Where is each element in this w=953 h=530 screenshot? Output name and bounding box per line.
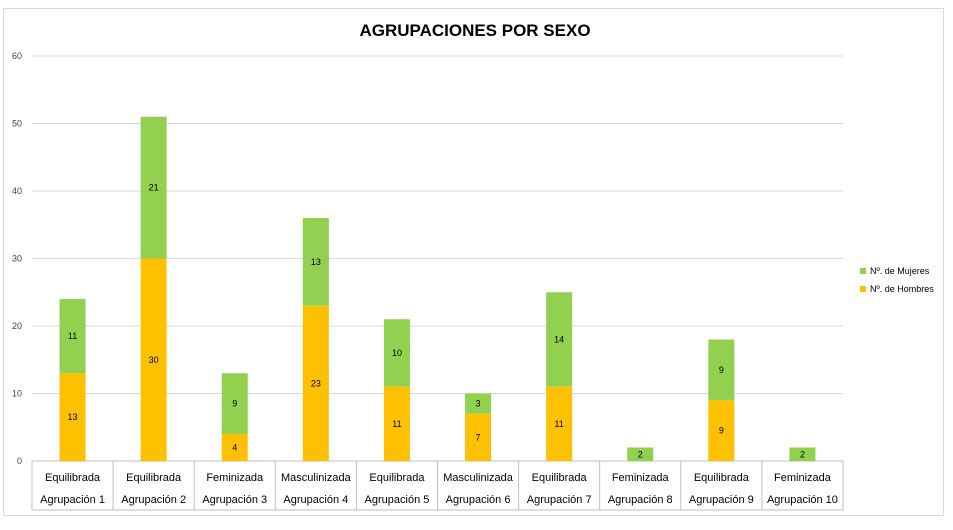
data-label: 30 <box>149 355 159 365</box>
bar-segment <box>708 400 735 461</box>
data-label: 11 <box>392 419 401 429</box>
legend-item: Nº. de Hombres <box>860 280 934 298</box>
legend: Nº. de Mujeres Nº. de Hombres <box>860 262 934 298</box>
category-name-label: Agrupación 6 <box>446 494 511 506</box>
bar-segment <box>221 434 248 461</box>
category-name-label: Agrupación 4 <box>283 494 348 506</box>
bar-segment <box>140 258 167 461</box>
data-label: 9 <box>719 365 724 375</box>
data-label: 4 <box>232 443 237 453</box>
data-label: 7 <box>476 432 481 442</box>
category-group-label: Feminizada <box>612 472 670 484</box>
bar-segment <box>383 386 410 461</box>
category-group-label: Masculinizada <box>281 472 352 484</box>
data-label: 9 <box>719 426 724 436</box>
category-group-label: Equilibrada <box>126 472 182 484</box>
data-label: 14 <box>554 335 564 345</box>
category-group-label: Feminizada <box>206 472 264 484</box>
bar-segment <box>546 292 573 387</box>
y-tick-label: 50 <box>12 119 22 129</box>
bar-segment <box>221 373 248 434</box>
legend-swatch <box>860 268 866 274</box>
data-label: 11 <box>554 419 563 429</box>
category-group-label: Feminizada <box>774 472 832 484</box>
category-name-label: Agrupación 8 <box>608 494 673 506</box>
category-group-label: Equilibrada <box>45 472 101 484</box>
y-tick-label: 40 <box>12 186 22 196</box>
bar-segment <box>627 447 654 461</box>
category-name-label: Agrupación 2 <box>121 494 186 506</box>
bar-segment <box>302 305 329 461</box>
data-label: 2 <box>638 449 643 459</box>
y-tick-label: 10 <box>12 389 22 399</box>
category-name-label: Agrupación 1 <box>40 494 105 506</box>
bar-segment <box>789 447 816 461</box>
y-tick-label: 60 <box>12 51 22 61</box>
data-label: 13 <box>311 257 321 267</box>
data-label: 11 <box>68 331 77 341</box>
legend-label: Nº. de Hombres <box>870 284 934 294</box>
data-label: 13 <box>68 412 78 422</box>
data-label: 10 <box>392 348 402 358</box>
data-label: 23 <box>311 378 321 388</box>
y-tick-label: 20 <box>12 321 22 331</box>
bar-segment <box>59 299 86 374</box>
data-label: 3 <box>476 399 481 409</box>
category-name-label: Agrupación 3 <box>202 494 267 506</box>
category-name-label: Agrupación 9 <box>689 494 754 506</box>
bar-segment <box>465 393 492 414</box>
y-tick-label: 30 <box>12 254 22 264</box>
category-group-label: Equilibrada <box>532 472 588 484</box>
bar-segment <box>465 413 492 461</box>
bar-segment <box>383 319 410 387</box>
legend-label: Nº. de Mujeres <box>870 266 930 276</box>
bar-segment <box>140 116 167 259</box>
category-name-label: Agrupación 10 <box>767 494 838 506</box>
bar-segment <box>708 339 735 401</box>
legend-item: Nº. de Mujeres <box>860 262 934 280</box>
legend-swatch <box>860 286 866 292</box>
category-name-label: Agrupación 5 <box>365 494 430 506</box>
category-group-label: Equilibrada <box>369 472 425 484</box>
chart-title: AGRUPACIONES POR SEXO <box>359 21 591 40</box>
category-group-label: Masculinizada <box>443 472 514 484</box>
y-tick-label: 0 <box>17 456 22 466</box>
bar-segment <box>59 373 86 461</box>
bar-segment <box>546 386 573 461</box>
category-name-label: Agrupación 7 <box>527 494 592 506</box>
data-label: 9 <box>232 399 237 409</box>
data-label: 21 <box>149 183 159 193</box>
bar-segment <box>302 218 329 306</box>
category-group-label: Equilibrada <box>694 472 750 484</box>
data-label: 2 <box>800 449 805 459</box>
